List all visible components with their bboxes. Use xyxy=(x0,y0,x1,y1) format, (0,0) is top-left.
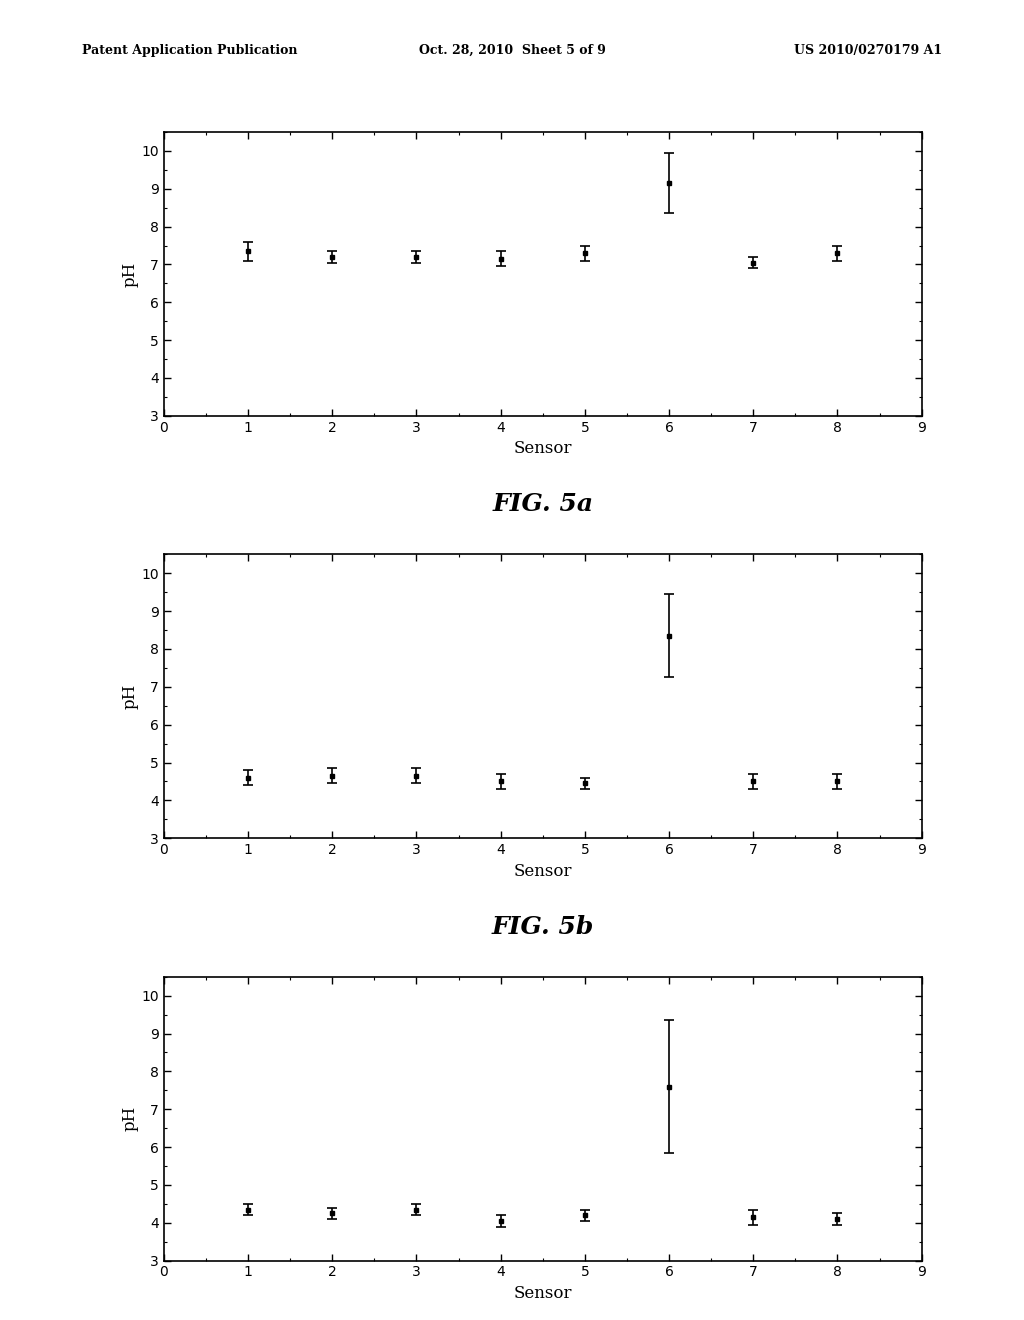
Text: Oct. 28, 2010  Sheet 5 of 9: Oct. 28, 2010 Sheet 5 of 9 xyxy=(419,44,605,57)
X-axis label: Sensor: Sensor xyxy=(513,862,572,879)
Text: FIG. 5b: FIG. 5b xyxy=(492,915,594,939)
Y-axis label: pH: pH xyxy=(122,261,138,286)
Y-axis label: pH: pH xyxy=(122,1106,138,1131)
X-axis label: Sensor: Sensor xyxy=(513,1284,572,1302)
Y-axis label: pH: pH xyxy=(122,684,138,709)
Text: US 2010/0270179 A1: US 2010/0270179 A1 xyxy=(794,44,942,57)
X-axis label: Sensor: Sensor xyxy=(513,440,572,457)
Text: Patent Application Publication: Patent Application Publication xyxy=(82,44,297,57)
Text: FIG. 5a: FIG. 5a xyxy=(493,492,593,516)
